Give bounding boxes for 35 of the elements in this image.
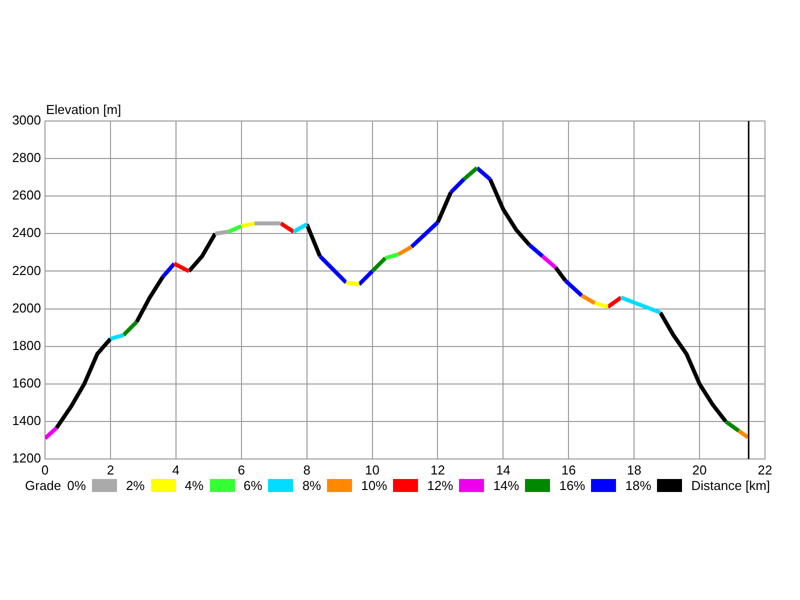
legend-label: 18% — [625, 478, 652, 493]
y-tick-label: 1800 — [12, 338, 41, 353]
y-tick-label: 2600 — [12, 188, 41, 203]
y-tick-label: 3000 — [12, 112, 41, 128]
x-tick-label: 8 — [303, 462, 310, 478]
x-axis-title: Distance [km] — [691, 478, 770, 493]
y-tick-label: 2000 — [12, 300, 41, 316]
legend-label: 8% — [302, 478, 322, 493]
legend-label: 12% — [427, 478, 454, 493]
y-tick-label: 1600 — [12, 375, 41, 390]
legend-label: 16% — [559, 478, 586, 493]
legend-label: 2% — [126, 478, 145, 493]
x-tick-label: 14 — [496, 462, 510, 478]
y-tick-label: 1400 — [12, 413, 41, 428]
x-tick-label: 12 — [430, 462, 445, 478]
y-tick-label: 2800 — [12, 150, 41, 166]
legend-label: 6% — [244, 478, 262, 493]
legend-label: 10% — [361, 478, 388, 493]
x-tick-label: 20 — [692, 462, 707, 478]
x-tick-label: 10 — [365, 462, 380, 478]
y-tick-label: 2200 — [12, 262, 41, 278]
x-tick-label: 16 — [561, 462, 576, 478]
y-tick-label: 1200 — [12, 450, 41, 466]
legend-label: 14% — [493, 478, 520, 493]
x-tick-label: 2 — [106, 462, 114, 478]
legend-title: Grade — [25, 478, 62, 493]
legend-label: 4% — [184, 478, 204, 493]
x-tick-label: 4 — [172, 462, 180, 478]
y-axis-title: Elevation [m] — [46, 102, 122, 117]
y-tick-label: 2400 — [12, 225, 41, 240]
x-tick-label: 18 — [626, 462, 642, 478]
legend-label: 0% — [67, 478, 86, 493]
x-tick-label: 0 — [41, 462, 49, 478]
x-tick-label: 6 — [238, 462, 245, 478]
x-tick-label: 22 — [758, 462, 772, 478]
